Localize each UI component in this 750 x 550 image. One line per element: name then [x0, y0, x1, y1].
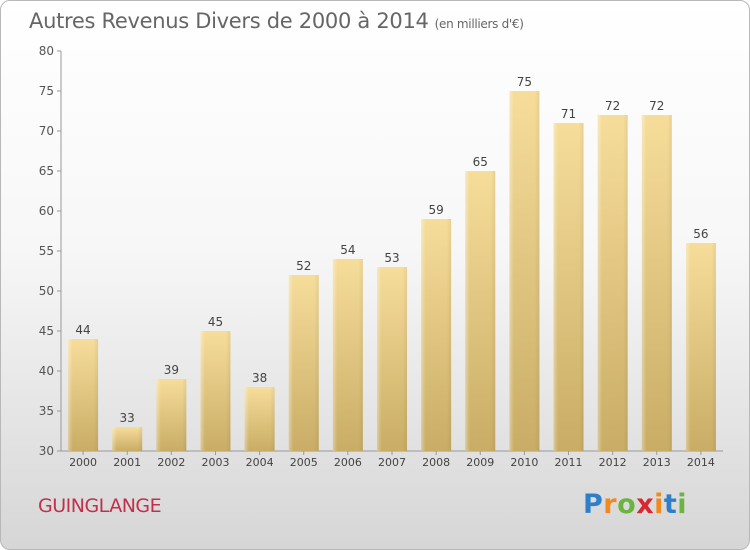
bar-shade-2000	[68, 339, 99, 451]
y-tick-label: 45	[39, 324, 54, 338]
bar-shade-2013	[641, 115, 672, 451]
y-tick-label: 75	[39, 84, 54, 98]
bars-group	[68, 91, 716, 451]
bar-shade-2010	[509, 91, 540, 451]
bar-shade-2008	[421, 219, 452, 451]
bar-shade-2001	[112, 427, 143, 451]
chart-title-text: Autres Revenus Divers de 2000 à 2014	[29, 9, 429, 33]
data-label-2014: 56	[693, 227, 708, 241]
x-tick-label-2011: 2011	[555, 456, 583, 469]
y-tick-label: 65	[39, 164, 54, 178]
chart-unit: (en milliers d'€)	[434, 17, 524, 31]
x-tick-label-2001: 2001	[113, 456, 141, 469]
chart-title: Autres Revenus Divers de 2000 à 2014 (en …	[29, 9, 524, 33]
bar-shade-2004	[244, 387, 275, 451]
bar-shade-2003	[200, 331, 231, 451]
y-tick-label: 30	[39, 444, 54, 458]
data-label-2010: 75	[517, 75, 532, 89]
bar-shade-2012	[597, 115, 628, 451]
x-tick-label-2014: 2014	[687, 456, 715, 469]
proxiti-logo[interactable]: Proxiti	[583, 489, 688, 520]
x-axis: 2000 2001 2002 2003 2004 2005 2006 2007 2008 2009…	[61, 450, 723, 469]
data-label-2008: 59	[428, 203, 443, 217]
bar-shade-2009	[465, 171, 496, 451]
bar-shade-2006	[332, 259, 363, 451]
data-label-2005: 52	[296, 259, 311, 273]
y-tick-label: 60	[39, 204, 54, 218]
x-tick-label-2003: 2003	[201, 456, 229, 469]
bar-shade-2014	[685, 243, 716, 451]
y-tick-label: 55	[39, 244, 54, 258]
y-tick-label: 80	[39, 44, 54, 58]
x-tick-label-2012: 2012	[599, 456, 627, 469]
data-label-2000: 44	[75, 323, 90, 337]
bar-shade-2005	[288, 275, 319, 451]
data-label-2004: 38	[252, 371, 267, 385]
data-label-2003: 45	[208, 315, 223, 329]
x-tick-label-2007: 2007	[378, 456, 406, 469]
data-labels-group: 44 33 39 45 38 52 54 53 59 65 75 71 72 72 56	[75, 75, 708, 425]
x-tick-label-2000: 2000	[69, 456, 97, 469]
data-label-2012: 72	[605, 99, 620, 113]
data-label-2001: 33	[120, 411, 135, 425]
data-label-2007: 53	[384, 251, 399, 265]
y-tick-label: 70	[39, 124, 54, 138]
x-tick-label-2008: 2008	[422, 456, 450, 469]
data-label-2013: 72	[649, 99, 664, 113]
x-tick-label-2006: 2006	[334, 456, 362, 469]
bar-shade-2002	[156, 379, 187, 451]
x-tick-label-2010: 2010	[510, 456, 538, 469]
y-tick-label: 40	[39, 364, 54, 378]
x-tick-label-2013: 2013	[643, 456, 671, 469]
bar-shade-2007	[377, 267, 407, 451]
data-label-2002: 39	[164, 363, 179, 377]
x-tick-label-2005: 2005	[290, 456, 318, 469]
y-tick-label: 35	[39, 404, 54, 418]
data-label-2009: 65	[473, 155, 488, 169]
data-label-2011: 71	[561, 107, 576, 121]
y-tick-label: 50	[39, 284, 54, 298]
x-tick-label-2002: 2002	[157, 456, 185, 469]
bar-shade-2011	[553, 123, 584, 451]
commune-name: GUINGLANGE	[38, 495, 162, 517]
x-tick-label-2004: 2004	[246, 456, 274, 469]
data-label-2006: 54	[340, 243, 355, 257]
x-tick-label-2009: 2009	[466, 456, 494, 469]
y-axis: 30 35 40 45 50 55 60 65 70 75 80	[39, 44, 62, 458]
